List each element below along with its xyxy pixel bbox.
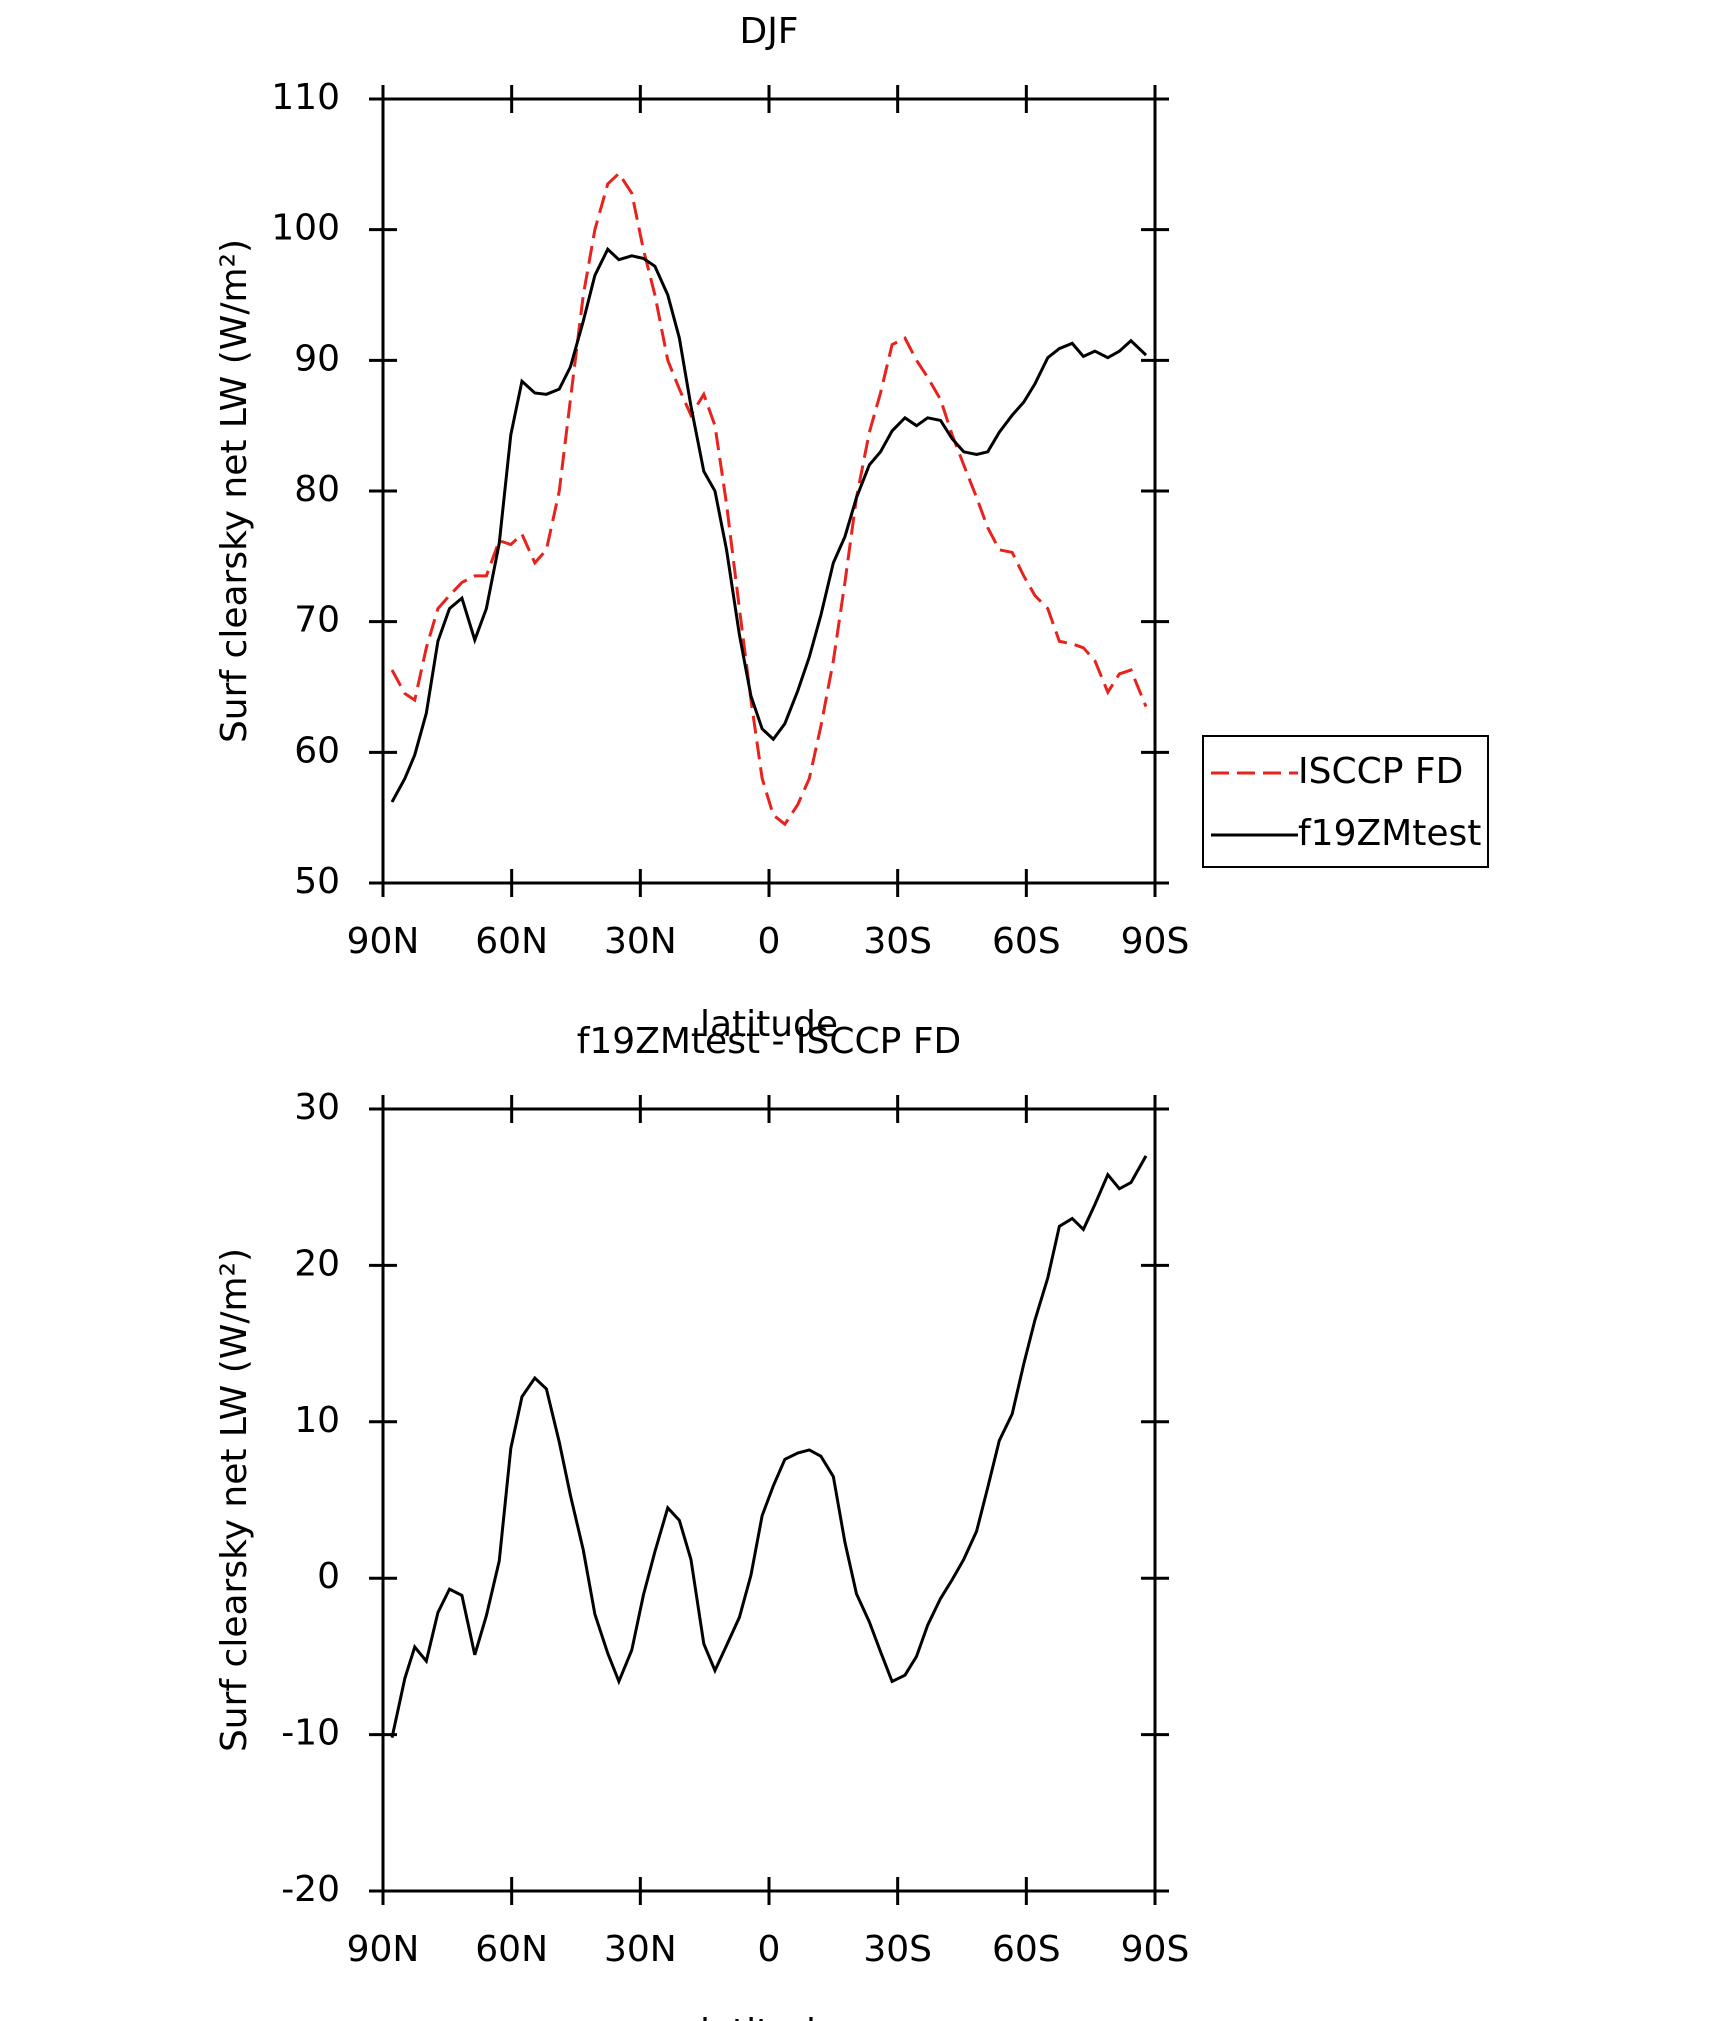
legend-label: ISCCP FD <box>1298 751 1463 792</box>
y-axis-label: Surf clearsky net LW (W/m²) <box>214 239 255 743</box>
x-tick-label: 90N <box>347 921 420 962</box>
x-tick-label: 60S <box>992 1929 1061 1970</box>
x-tick-label: 30S <box>863 1929 932 1970</box>
y-axis-label: Surf clearsky net LW (W/m²) <box>214 1248 255 1752</box>
y-tick-label: 50 <box>294 861 340 902</box>
y-tick-label: 100 <box>271 208 340 249</box>
legend-label: f19ZMtest <box>1298 813 1481 854</box>
x-tick-label: 90S <box>1121 1929 1190 1970</box>
series-line <box>390 1155 1148 1739</box>
y-tick-label: 0 <box>317 1556 340 1597</box>
y-tick-label: 60 <box>294 730 340 771</box>
x-tick-label: 60N <box>475 1929 548 1970</box>
chart-title: DJF <box>739 11 798 52</box>
y-tick-label: 80 <box>294 469 340 510</box>
chart-title: f19ZMtest - ISCCP FD <box>577 1021 962 1062</box>
x-tick-label: 30N <box>604 921 677 962</box>
x-tick-label: 30N <box>604 1929 677 1970</box>
x-tick-label: 60N <box>475 921 548 962</box>
x-axis-label: latitude <box>700 1004 838 1045</box>
y-tick-label: 10 <box>294 1400 340 1441</box>
x-tick-label: 0 <box>758 1929 781 1970</box>
x-tick-label: 30S <box>863 921 932 962</box>
plot-frame <box>381 1107 1157 1893</box>
series-line <box>390 171 1148 827</box>
y-tick-label: 90 <box>294 338 340 379</box>
x-tick-label: 60S <box>992 921 1061 962</box>
legend-box <box>1202 735 1489 868</box>
x-axis-label: latitude <box>700 2012 838 2021</box>
y-tick-label: -20 <box>281 1869 340 1910</box>
y-tick-label: 30 <box>294 1087 340 1128</box>
x-tick-label: 90S <box>1121 921 1190 962</box>
plot-frame <box>381 97 1157 885</box>
y-tick-label: -10 <box>281 1713 340 1754</box>
x-tick-label: 90N <box>347 1929 420 1970</box>
y-tick-label: 20 <box>294 1243 340 1284</box>
y-tick-label: 70 <box>294 600 340 641</box>
series-line <box>390 246 1148 803</box>
y-tick-label: 110 <box>271 77 340 118</box>
x-tick-label: 0 <box>758 921 781 962</box>
